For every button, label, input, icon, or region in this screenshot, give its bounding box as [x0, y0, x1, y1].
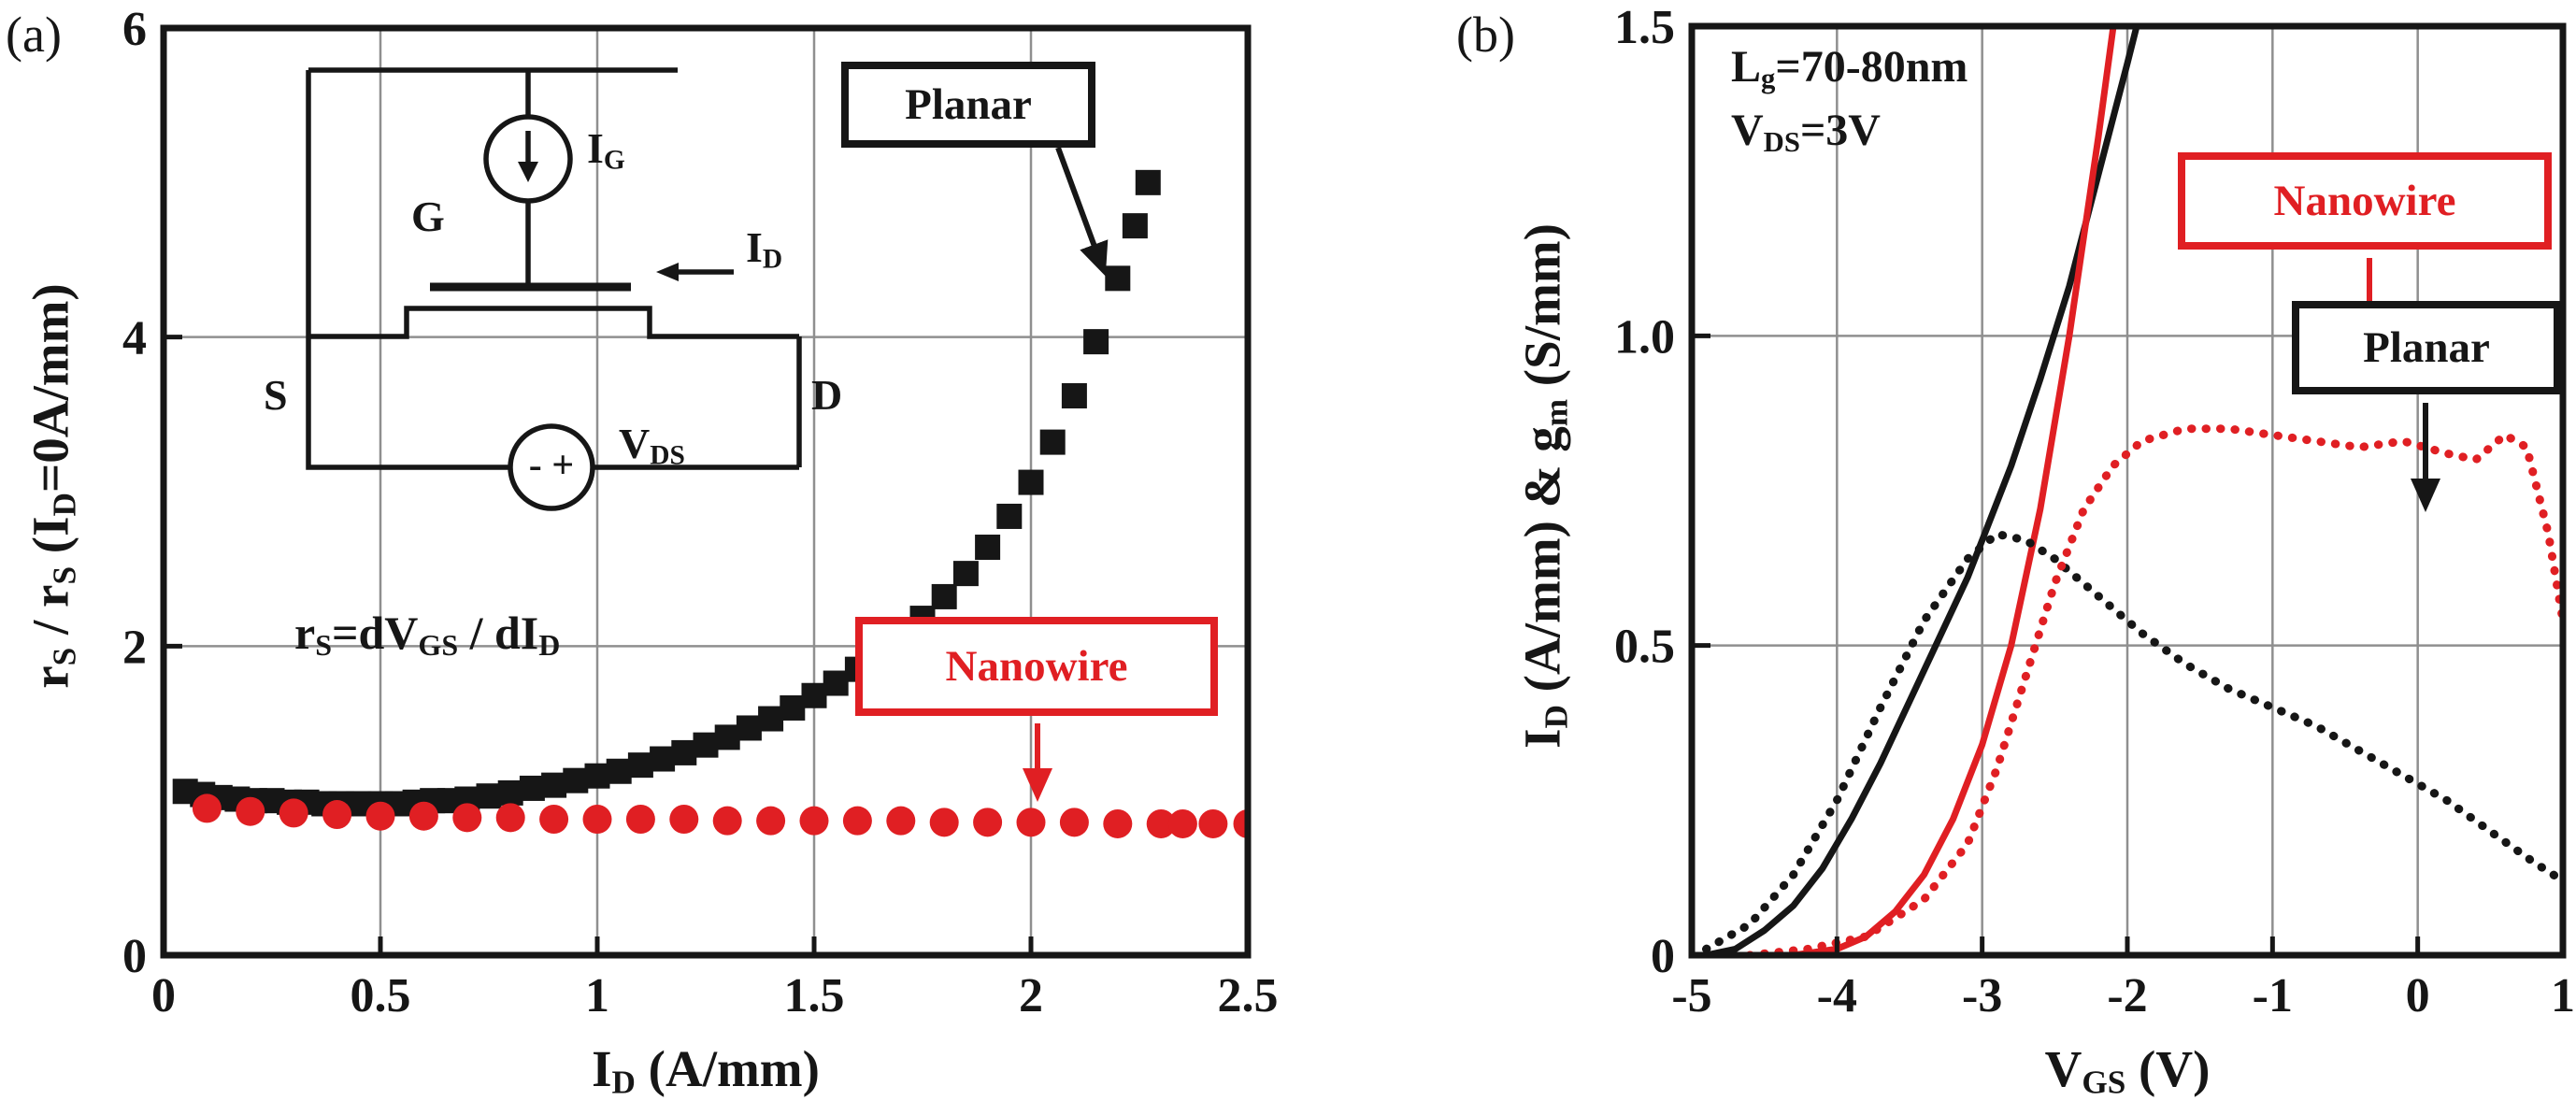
voltage-source-symbol [508, 423, 595, 511]
svg-text:0: 0 [1651, 930, 1675, 983]
svg-text:0.5: 0.5 [351, 969, 411, 1022]
planar-arrow-b [2411, 403, 2440, 512]
nanowire-callout-b-label: Nanowire [2273, 177, 2456, 225]
svg-text:-3: -3 [1962, 969, 2002, 1022]
svg-text:1.0: 1.0 [1614, 310, 1675, 364]
planar-callout-b: Planar [2292, 301, 2561, 394]
svg-text:-5: -5 [1671, 969, 1711, 1022]
svg-text:-2: -2 [2107, 969, 2147, 1022]
inset-vds-label: VDS [619, 420, 685, 471]
svg-text:6: 6 [122, 3, 147, 56]
nanowire-callout-b: Nanowire [2178, 152, 2552, 250]
svg-text:1.5: 1.5 [784, 969, 845, 1022]
nanowire-arrow-a [1023, 723, 1052, 802]
inset-id-label: ID [746, 223, 783, 275]
inset-gate-label: G [411, 193, 445, 240]
nanowire-callout-a-label: Nanowire [945, 642, 1128, 691]
panel-a-y-axis-title: rS / rS (ID=0A/mm) [21, 283, 83, 689]
chart-b-canvas: -5 -4 -3 -2 -1 0 1 0 0.5 1.0 1.5 [1614, 1, 2575, 1022]
svg-text:2.5: 2.5 [1218, 969, 1279, 1022]
circuit-arrowheads [518, 162, 679, 281]
planar-callout-b-label: Planar [2363, 323, 2490, 372]
planar-arrow-a [1055, 146, 1109, 277]
inset-polarity-label: - + [528, 444, 575, 487]
planar-callout-a: Planar [841, 62, 1095, 148]
panel-a-tag: (a) [6, 7, 62, 63]
inset-source-label: S [264, 371, 288, 419]
device-annotation-lg: Lg=70-80nm [1731, 42, 1968, 94]
svg-text:0: 0 [151, 969, 176, 1022]
svg-text:1: 1 [2551, 969, 2575, 1022]
svg-text:4: 4 [122, 312, 147, 365]
panel-b-x-axis-title: VGS (V) [2044, 1040, 2211, 1101]
inset-ig-label: IG [587, 124, 625, 176]
panel-b: -5 -4 -3 -2 -1 0 1 0 0.5 1.0 1.5 (b) ID (A/mm) & g… [1402, 0, 2576, 1115]
circuit-inset [306, 67, 802, 511]
equation-rs: rS=dVGS / dID [294, 607, 561, 663]
nanowire-callout-a: Nanowire [855, 617, 1218, 716]
device-annotation-vds: VDS=3V [1731, 106, 1881, 158]
panel-a-x-axis-title: ID (A/mm) [592, 1040, 820, 1101]
panel-b-tag: (b) [1456, 7, 1515, 63]
svg-text:2: 2 [1019, 969, 1043, 1022]
circuit-wires [306, 67, 802, 511]
svg-text:0.5: 0.5 [1614, 621, 1675, 674]
panel-b-y-axis-title: ID (A/mm) & gm (S/mm) [1513, 223, 1575, 749]
mesa-channel [308, 306, 799, 339]
svg-text:1: 1 [585, 969, 609, 1022]
svg-text:0: 0 [2406, 969, 2430, 1022]
svg-text:0: 0 [122, 930, 147, 983]
svg-text:-1: -1 [2253, 969, 2293, 1022]
svg-text:2: 2 [122, 621, 147, 674]
planar-callout-a-label: Planar [905, 80, 1032, 129]
panel-a: 0 0.5 1 1.5 2 2.5 0 2 4 6 (a) rS / rS (ID=0A/mm) … [6, 3, 1279, 1101]
svg-text:1.5: 1.5 [1614, 1, 1675, 54]
svg-text:-4: -4 [1817, 969, 1857, 1022]
inset-drain-label: D [811, 371, 843, 419]
